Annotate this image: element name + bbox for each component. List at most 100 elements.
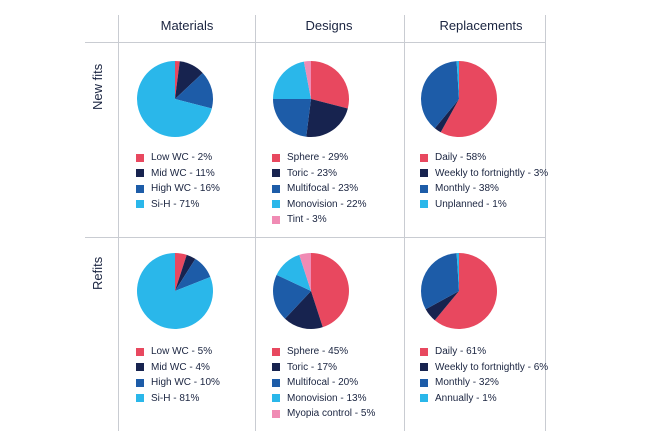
grid-line-horizontal: [85, 42, 545, 43]
pie-slice-monovision: [276, 254, 311, 291]
row-header-new-fits: New fits: [90, 63, 105, 110]
legend-label: Monthly - 32%: [435, 377, 499, 388]
legend-label: Unplanned - 1%: [435, 198, 507, 210]
legend-label: Sphere - 45%: [287, 346, 349, 357]
pie-slice-toric: [306, 99, 348, 137]
pie-slice-low-wc: [175, 253, 187, 291]
pie-chart-newfits-replacements: [420, 60, 497, 137]
pie-slice-toric: [284, 291, 323, 329]
legend-item-mid-wc: Mid WC - 4%: [136, 360, 220, 376]
legend-item-tint: Tint - 3%: [272, 212, 366, 228]
legend-item-weekly-to-fortnightly: Weekly to fortnightly - 6%: [420, 360, 548, 376]
grid-line-vertical: [255, 15, 256, 431]
pie-slice-mid-wc: [175, 61, 203, 99]
pie-slice-daily: [434, 253, 498, 329]
legend-item-si-h: Si-H - 71%: [136, 197, 220, 213]
legend-item-monovision: Monovision - 13%: [272, 391, 375, 407]
legend-swatch: [272, 347, 280, 356]
legend-swatch: [420, 200, 428, 209]
pie-slice-sphere: [311, 61, 350, 109]
legend-swatch: [420, 169, 428, 178]
legend-swatch: [136, 200, 144, 209]
pie-slice-low-wc: [175, 61, 180, 99]
legend-item-sphere: Sphere - 29%: [272, 150, 366, 166]
legend-swatch: [272, 200, 280, 209]
legend-swatch: [272, 169, 280, 178]
legend-item-daily: Daily - 61%: [420, 344, 548, 360]
legend-item-monovision: Monovision - 22%: [272, 197, 366, 213]
legend-swatch: [272, 394, 280, 403]
grid-line-horizontal: [85, 237, 545, 238]
legend-swatch: [136, 363, 144, 372]
legend-swatch: [272, 363, 280, 372]
legend-item-high-wc: High WC - 16%: [136, 181, 220, 197]
pie-chart-newfits-materials: [137, 61, 214, 137]
legend-item-si-h: Si-H - 81%: [136, 391, 220, 407]
legend-item-toric: Toric - 23%: [272, 166, 366, 182]
pie-slice-unplanned: [456, 60, 459, 99]
pie-slice-myopia-control: [299, 253, 311, 291]
legend-swatch: [272, 184, 280, 193]
legend-swatch: [136, 184, 144, 193]
pie-slice-daily: [440, 61, 497, 137]
pie-slice-mid-wc: [175, 254, 196, 291]
pie-slice-weekly-to-fortnightly: [434, 99, 459, 133]
legend-label: Low WC - 5%: [151, 346, 213, 357]
legend-swatch: [420, 394, 428, 403]
legend-refits-materials: Low WC - 5% Mid WC - 4% High WC - 10% Si-H …: [136, 344, 220, 406]
grid-line-vertical: [118, 15, 119, 431]
legend-label: Toric - 17%: [287, 361, 338, 373]
legend-swatch: [136, 153, 144, 162]
legend-label: Daily - 58%: [435, 152, 487, 163]
pie-slice-si-h: [137, 61, 212, 137]
pie-chart-newfits-designs: [273, 60, 350, 137]
pie-slice-monovision: [273, 61, 311, 99]
legend-label: Monthly - 38%: [435, 183, 499, 194]
legend-swatch: [272, 153, 280, 162]
legend-item-toric: Toric - 17%: [272, 360, 375, 376]
pie-slice-tint: [303, 60, 311, 99]
legend-swatch: [420, 363, 428, 372]
pie-slice-multifocal: [273, 99, 311, 137]
pie-slice-monthly: [420, 61, 459, 129]
legend-label: Daily - 61%: [435, 346, 487, 357]
pie-slice-monthly: [420, 253, 459, 310]
legend-swatch: [272, 409, 280, 418]
legend-item-myopia-control: Myopia control - 5%: [272, 406, 375, 422]
column-header-replacements: Replacements: [439, 18, 523, 33]
legend-item-monthly: Monthly - 38%: [420, 181, 548, 197]
legend-swatch: [136, 394, 144, 403]
legend-label: Annually - 1%: [435, 392, 497, 404]
legend-label: Si-H - 81%: [151, 392, 200, 404]
legend-swatch: [420, 153, 428, 162]
grid-line-vertical: [545, 15, 546, 431]
legend-newfits-designs: Sphere - 29% Toric - 23% Multifocal - 23% M…: [272, 150, 366, 228]
legend-item-daily: Daily - 58%: [420, 150, 548, 166]
legend-item-low-wc: Low WC - 2%: [136, 150, 220, 166]
legend-label: Si-H - 71%: [151, 198, 200, 210]
legend-refits-designs: Sphere - 45% Toric - 17% Multifocal - 20% M…: [272, 344, 375, 422]
legend-refits-replacements: Daily - 61% Weekly to fortnightly - 6% Mon…: [420, 344, 548, 406]
legend-label: Low WC - 2%: [151, 152, 213, 163]
legend-label: Weekly to fortnightly - 3%: [435, 167, 549, 179]
legend-newfits-materials: Low WC - 2% Mid WC - 11% High WC - 16% Si-H…: [136, 150, 220, 212]
legend-swatch: [272, 215, 280, 224]
grid-line-vertical: [404, 15, 405, 431]
legend-swatch: [136, 347, 144, 356]
legend-newfits-replacements: Daily - 58% Weekly to fortnightly - 3% Mon…: [420, 150, 548, 212]
legend-label: Monovision - 13%: [287, 392, 367, 404]
pie-slice-sphere: [311, 253, 349, 328]
column-header-designs: Designs: [305, 18, 353, 33]
legend-item-low-wc: Low WC - 5%: [136, 344, 220, 360]
legend-label: Sphere - 29%: [287, 152, 349, 163]
pie-slice-multifocal: [273, 274, 311, 319]
legend-swatch: [136, 378, 144, 387]
legend-item-weekly-to-fortnightly: Weekly to fortnightly - 3%: [420, 166, 548, 182]
pie-slice-annually: [456, 252, 459, 291]
pie-chart-refits-designs: [273, 253, 349, 329]
legend-item-monthly: Monthly - 32%: [420, 375, 548, 391]
legend-label: High WC - 16%: [151, 183, 220, 194]
legend-label: Mid WC - 4%: [151, 361, 210, 373]
legend-label: Myopia control - 5%: [287, 408, 376, 419]
legend-label: Weekly to fortnightly - 6%: [435, 361, 549, 373]
